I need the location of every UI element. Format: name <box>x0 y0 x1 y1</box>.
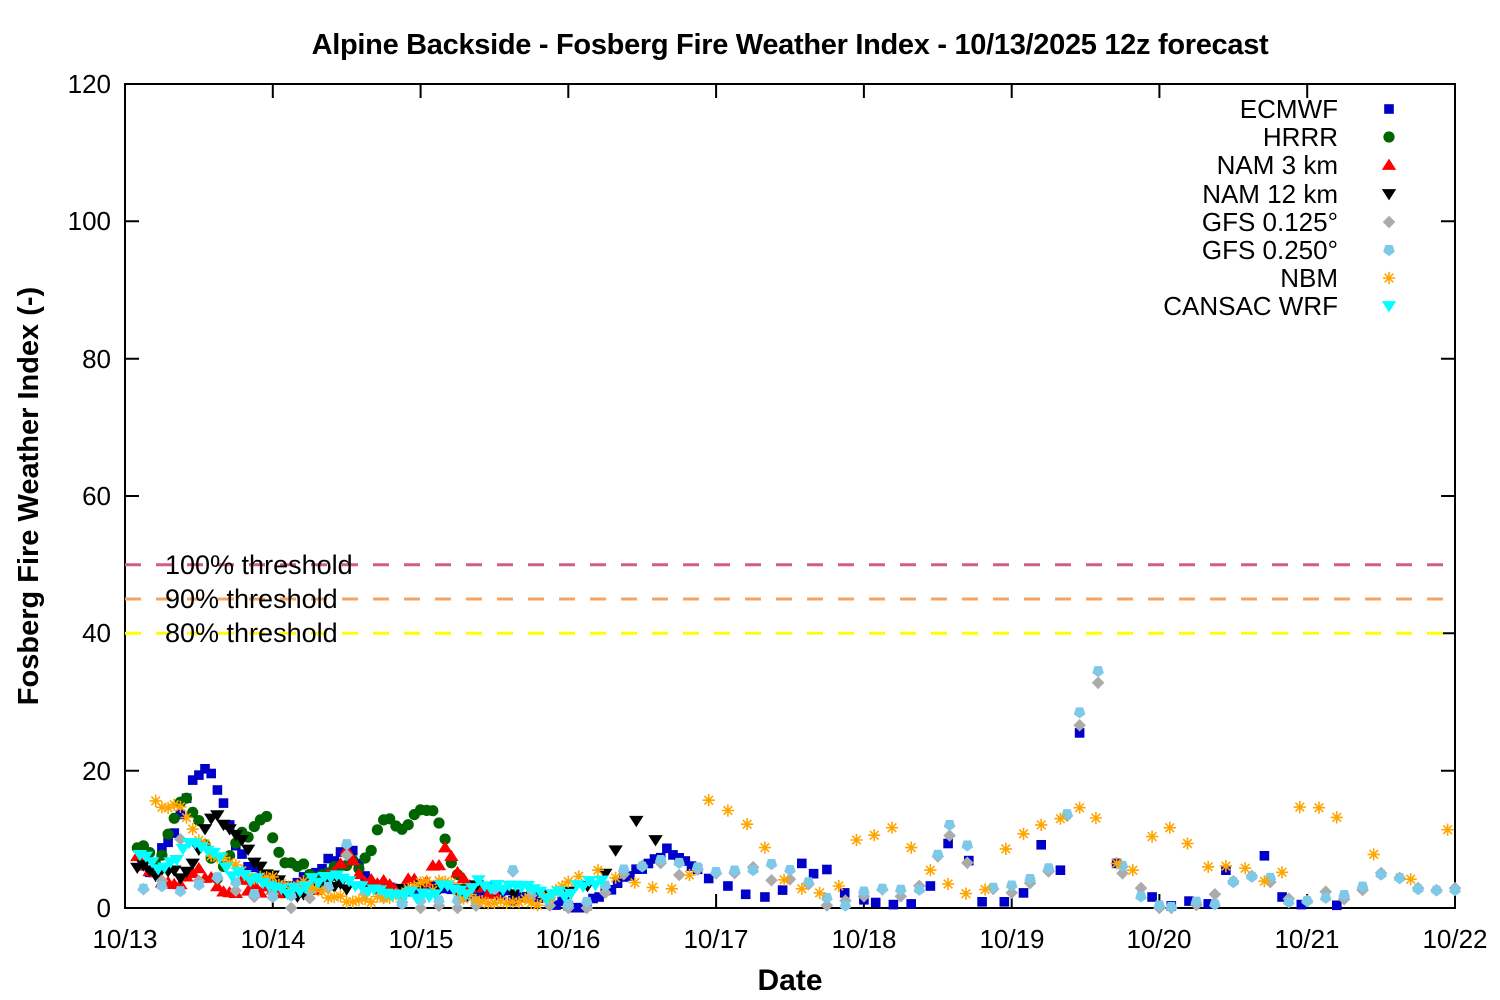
svg-text:10/21: 10/21 <box>1274 924 1339 954</box>
svg-text:Date: Date <box>757 964 822 997</box>
svg-text:HRRR: HRRR <box>1263 122 1338 152</box>
svg-text:40: 40 <box>82 618 111 648</box>
svg-text:90% threshold: 90% threshold <box>165 584 338 614</box>
svg-text:120: 120 <box>68 69 111 99</box>
svg-text:10/22: 10/22 <box>1422 924 1487 954</box>
svg-text:10/15: 10/15 <box>388 924 453 954</box>
svg-text:CANSAC WRF: CANSAC WRF <box>1163 291 1338 321</box>
svg-text:10/13: 10/13 <box>92 924 157 954</box>
svg-text:GFS 0.250°: GFS 0.250° <box>1202 235 1338 265</box>
svg-text:20: 20 <box>82 756 111 786</box>
svg-text:Fosberg Fire Weather Index (-): Fosberg Fire Weather Index (-) <box>13 287 45 705</box>
svg-text:NAM 12 km: NAM 12 km <box>1202 179 1338 209</box>
svg-text:10/20: 10/20 <box>1126 924 1191 954</box>
svg-text:60: 60 <box>82 481 111 511</box>
svg-text:100: 100 <box>68 206 111 236</box>
svg-text:80: 80 <box>82 344 111 374</box>
svg-text:NBM: NBM <box>1280 263 1338 293</box>
svg-text:GFS 0.125°: GFS 0.125° <box>1202 207 1338 237</box>
svg-text:10/16: 10/16 <box>535 924 600 954</box>
svg-text:ECMWF: ECMWF <box>1240 94 1338 124</box>
svg-text:10/14: 10/14 <box>240 924 305 954</box>
svg-text:10/18: 10/18 <box>831 924 896 954</box>
svg-text:10/17: 10/17 <box>683 924 748 954</box>
svg-text:0: 0 <box>97 893 111 923</box>
svg-text:NAM 3 km: NAM 3 km <box>1217 150 1338 180</box>
svg-text:80% threshold: 80% threshold <box>165 618 338 648</box>
svg-text:10/19: 10/19 <box>979 924 1044 954</box>
svg-text:Alpine Backside - Fosberg Fire: Alpine Backside - Fosberg Fire Weather I… <box>312 29 1269 61</box>
svg-text:100% threshold: 100% threshold <box>165 550 353 580</box>
